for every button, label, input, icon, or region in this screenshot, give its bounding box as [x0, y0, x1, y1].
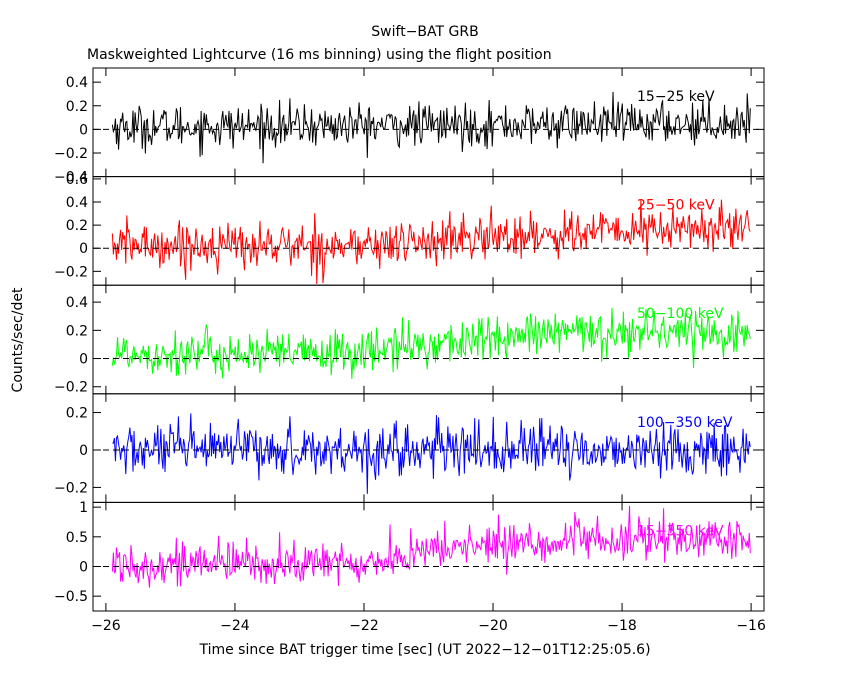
band-label: 100−350 keV [637, 415, 733, 431]
band-label: 15−350 keV [637, 523, 724, 539]
band-label: 50−100 keV [637, 306, 724, 322]
panels: −0.4 −0.2 0 0.2 0.4 15−25 keV −0.2 0 0.2 0.4 0.6 25… [54, 67, 765, 612]
panel-3: −0.2 0 0.2 0.4 50−100 keV [54, 284, 765, 396]
panel-2: −0.2 0 0.2 0.4 0.6 25−50 keV [54, 172, 765, 286]
y-tick-label: −0.2 [54, 480, 88, 496]
y-tick-label: 0 [79, 443, 88, 459]
y-tick-label: −0.2 [54, 264, 88, 280]
x-tick-label: −16 [736, 618, 766, 634]
y-tick-label: −0.4 [54, 170, 88, 186]
x-tick-label: −18 [607, 618, 637, 634]
band-label: 25−50 keV [637, 198, 715, 214]
y-tick-label: 0.2 [66, 218, 88, 234]
x-axis-label: Time since BAT trigger time [sec] (UT 20… [198, 642, 650, 658]
y-tick-label: −0.5 [54, 589, 88, 605]
y-tick-label: 0.2 [66, 406, 88, 422]
y-tick-label: 0.4 [66, 195, 88, 211]
y-tick-label: −0.2 [54, 146, 88, 162]
y-tick-label: 0 [79, 352, 88, 368]
series-line [111, 307, 751, 379]
series-line [111, 199, 751, 285]
panel-4: −0.2 0 0.2 100−350 keV [54, 393, 765, 503]
y-tick-label: 0.6 [66, 172, 88, 188]
series-line [111, 506, 751, 588]
panel-frame [92, 284, 765, 395]
y-tick-label: 1 [79, 500, 88, 516]
x-axis-ticks: −26 −24 −22 −20 −18 −16 [91, 618, 766, 634]
y-tick-label: 0.2 [66, 323, 88, 339]
y-tick-label: 0.4 [66, 295, 88, 311]
x-tick-label: −24 [220, 618, 250, 634]
y-axis-label: Counts/sec/det [10, 287, 26, 392]
panel-5: −0.5 0 0.5 1 15−350 keV [54, 500, 765, 612]
chart-title: Swift−BAT GRB [371, 24, 478, 40]
y-tick-label: 0.5 [66, 530, 88, 546]
y-tick-label: 0.2 [66, 99, 88, 115]
panel-1: −0.4 −0.2 0 0.2 0.4 15−25 keV [54, 67, 765, 186]
y-tick-label: 0 [79, 122, 88, 138]
panel-frame [92, 393, 765, 503]
series-line [112, 413, 751, 494]
y-tick-label: 0 [79, 559, 88, 575]
band-label: 15−25 keV [637, 89, 715, 105]
y-tick-label: 0.4 [66, 75, 88, 91]
x-tick-label: −20 [478, 618, 508, 634]
x-tick-label: −26 [91, 618, 121, 634]
x-tick-label: −22 [349, 618, 379, 634]
y-tick-label: 0 [79, 241, 88, 257]
y-tick-label: −0.2 [54, 380, 88, 396]
panel-frame [92, 501, 765, 612]
chart-subtitle: Maskweighted Lightcurve (16 ms binning) … [87, 47, 552, 63]
